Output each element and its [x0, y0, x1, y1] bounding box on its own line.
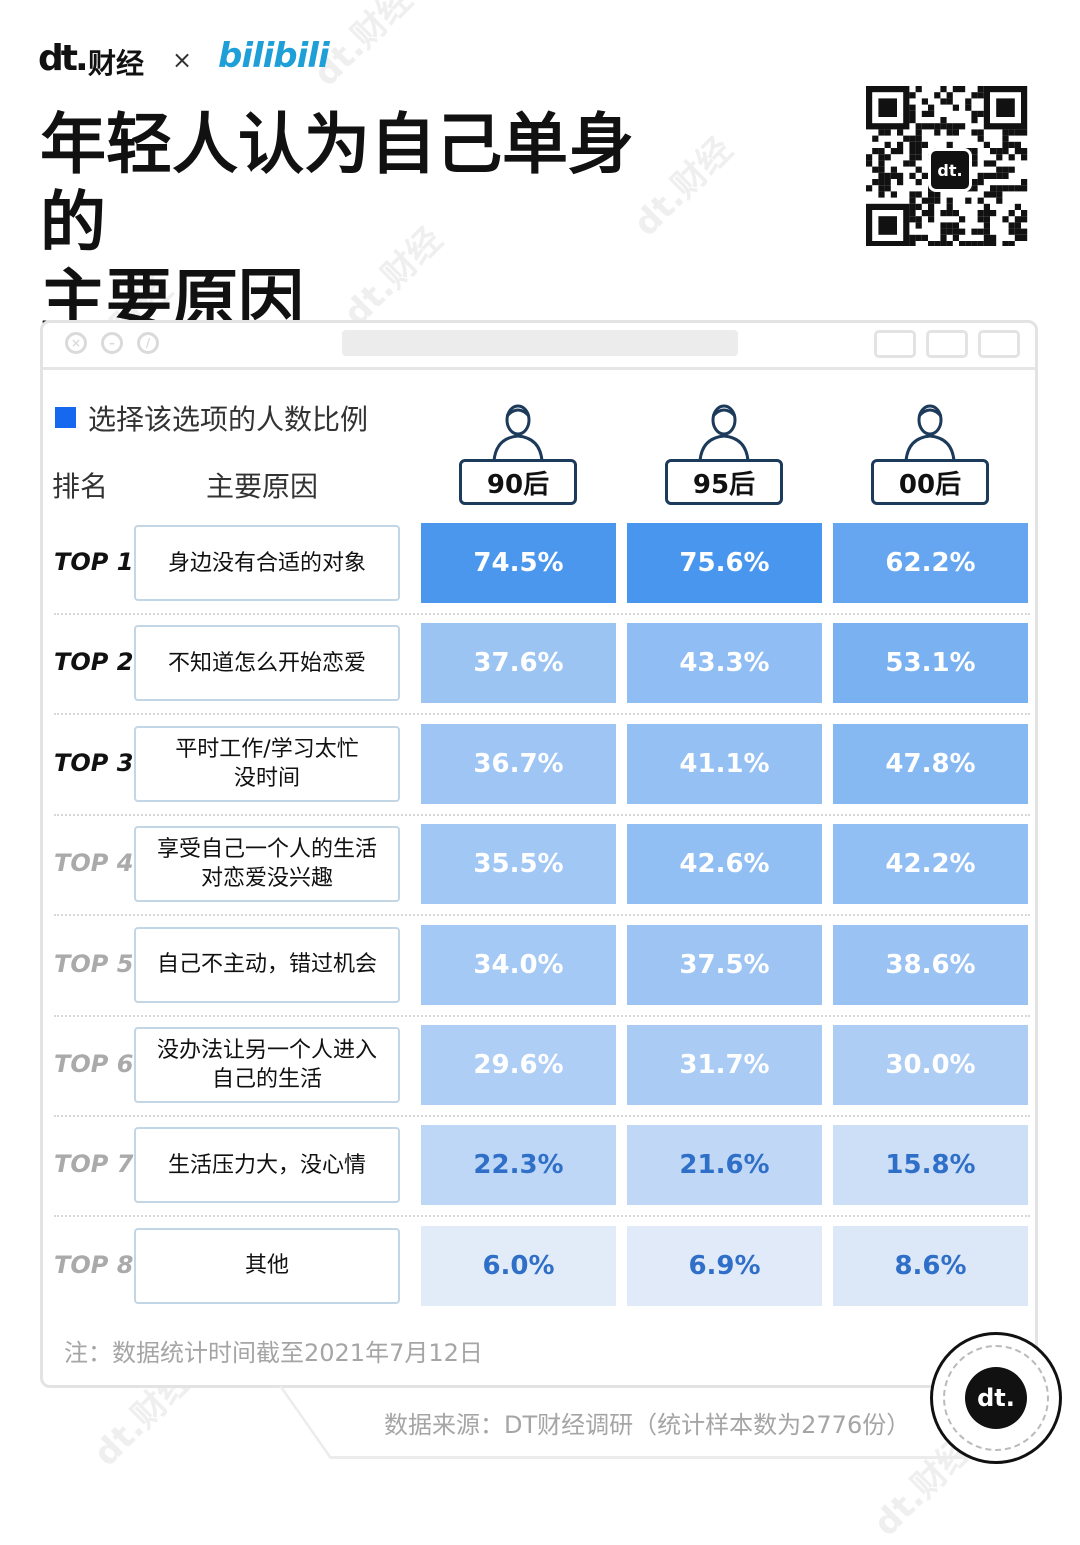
header-rank: 排名: [52, 470, 109, 503]
reason-label: 不知道怎么开始恋爱: [134, 625, 400, 702]
block-icon[interactable]: /: [137, 332, 159, 354]
row-separator: [54, 1215, 1030, 1218]
reason-label: 其他: [134, 1227, 400, 1304]
close-icon[interactable]: ×: [65, 332, 87, 354]
value-cell: 43.3%: [627, 623, 822, 704]
bilibili-logo: bilibili: [218, 36, 330, 76]
person-icon: [698, 404, 750, 462]
row-separator: [54, 813, 1030, 816]
rank-label: TOP 7: [54, 1150, 134, 1179]
rank-label: TOP 6: [54, 1050, 134, 1078]
person-icon: [904, 404, 956, 462]
value-cell: 53.1%: [833, 623, 1028, 704]
address-bar[interactable]: [342, 330, 738, 356]
row-separator: [54, 1014, 1030, 1017]
page-title: 年轻人认为自己单身的 主要原因: [40, 105, 680, 339]
value-cell: 62.2%: [833, 523, 1028, 603]
minimize-icon[interactable]: –: [101, 332, 123, 354]
reason-label: 享受自己一个人的生活 对恋爱没兴趣: [134, 826, 400, 903]
reason-label: 自己不主动，错过机会: [134, 926, 400, 1003]
value-cell: 29.6%: [421, 1025, 616, 1105]
value-cell: 35.5%: [421, 824, 616, 905]
value-cell: 34.0%: [421, 924, 616, 1005]
value-cell: 47.8%: [833, 723, 1028, 804]
footnote: 注：数据统计时间截至2021年7月12日: [64, 1339, 483, 1367]
value-cell: 30.0%: [833, 1025, 1028, 1105]
reason-label: 生活压力大，没心情: [134, 1127, 400, 1204]
rank-label: TOP 5: [54, 949, 134, 978]
record-icon[interactable]: [874, 330, 916, 358]
value-cell: 6.0%: [421, 1225, 616, 1306]
rank-label: TOP 4: [54, 849, 134, 878]
title-line-1: 年轻人认为自己单身的: [40, 105, 634, 261]
row-separator: [54, 713, 1030, 716]
row-separator: [54, 613, 1030, 615]
row-separator: [54, 1115, 1030, 1117]
value-cell: 37.5%: [627, 924, 822, 1005]
data-source: 数据来源：DT财经调研（统计样本数为2776份）: [384, 1411, 911, 1439]
value-cell: 42.2%: [833, 824, 1028, 905]
person-icon: [492, 404, 544, 462]
value-cell: 22.3%: [421, 1125, 616, 1206]
corner-badge-ring: [943, 1345, 1049, 1451]
value-cell: 21.6%: [627, 1125, 822, 1206]
value-cell: 42.6%: [627, 824, 822, 905]
value-cell: 37.6%: [421, 623, 616, 704]
value-cell: 38.6%: [833, 924, 1028, 1005]
value-cell: 15.8%: [833, 1125, 1028, 1206]
value-cell: 31.7%: [627, 1025, 822, 1105]
value-cell: 75.6%: [627, 523, 822, 603]
corner-dt-logo: dt.: [965, 1367, 1027, 1429]
rank-label: TOP 8: [54, 1250, 134, 1279]
collab-cross: ×: [172, 46, 193, 74]
rank-label: TOP 2: [54, 648, 134, 677]
value-cell: 8.6%: [833, 1225, 1028, 1306]
share-icon[interactable]: [926, 330, 968, 358]
rank-label: TOP 3: [54, 748, 134, 777]
column-header-95后: 95后: [665, 459, 783, 505]
window-icon[interactable]: [978, 330, 1020, 358]
window-titlebar: [43, 323, 1035, 370]
qr-badge-logo: dt.: [928, 148, 972, 192]
legend-swatch: [55, 407, 76, 428]
rank-label: TOP 1: [54, 548, 134, 576]
value-cell: 74.5%: [421, 523, 616, 603]
reason-label: 没办法让另一个人进入 自己的生活: [134, 1027, 400, 1103]
dt-logo: dt.: [38, 38, 89, 79]
column-header-00后: 00后: [871, 459, 989, 505]
column-header-90后: 90后: [459, 459, 577, 505]
value-cell: 6.9%: [627, 1225, 822, 1306]
value-cell: 41.1%: [627, 723, 822, 804]
row-separator: [54, 914, 1030, 917]
dt-logo-text: 财经: [88, 47, 145, 80]
reason-label: 平时工作/学习太忙 没时间: [134, 725, 400, 802]
legend-label: 选择该选项的人数比例: [88, 403, 369, 436]
value-cell: 36.7%: [421, 723, 616, 804]
reason-label: 身边没有合适的对象: [134, 525, 400, 601]
header-reason: 主要原因: [206, 470, 319, 503]
